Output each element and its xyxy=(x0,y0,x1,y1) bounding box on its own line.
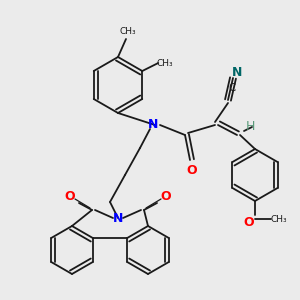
Text: N: N xyxy=(148,118,158,131)
Text: H: H xyxy=(245,121,255,134)
Text: C: C xyxy=(228,83,236,93)
Text: CH₃: CH₃ xyxy=(120,26,136,35)
Text: O: O xyxy=(65,190,75,202)
Text: CH₃: CH₃ xyxy=(157,58,174,68)
Text: O: O xyxy=(187,164,197,176)
Text: N: N xyxy=(113,212,123,224)
Text: CH₃: CH₃ xyxy=(271,214,287,224)
Text: N: N xyxy=(232,65,242,79)
Text: O: O xyxy=(244,215,254,229)
Text: O: O xyxy=(161,190,171,202)
